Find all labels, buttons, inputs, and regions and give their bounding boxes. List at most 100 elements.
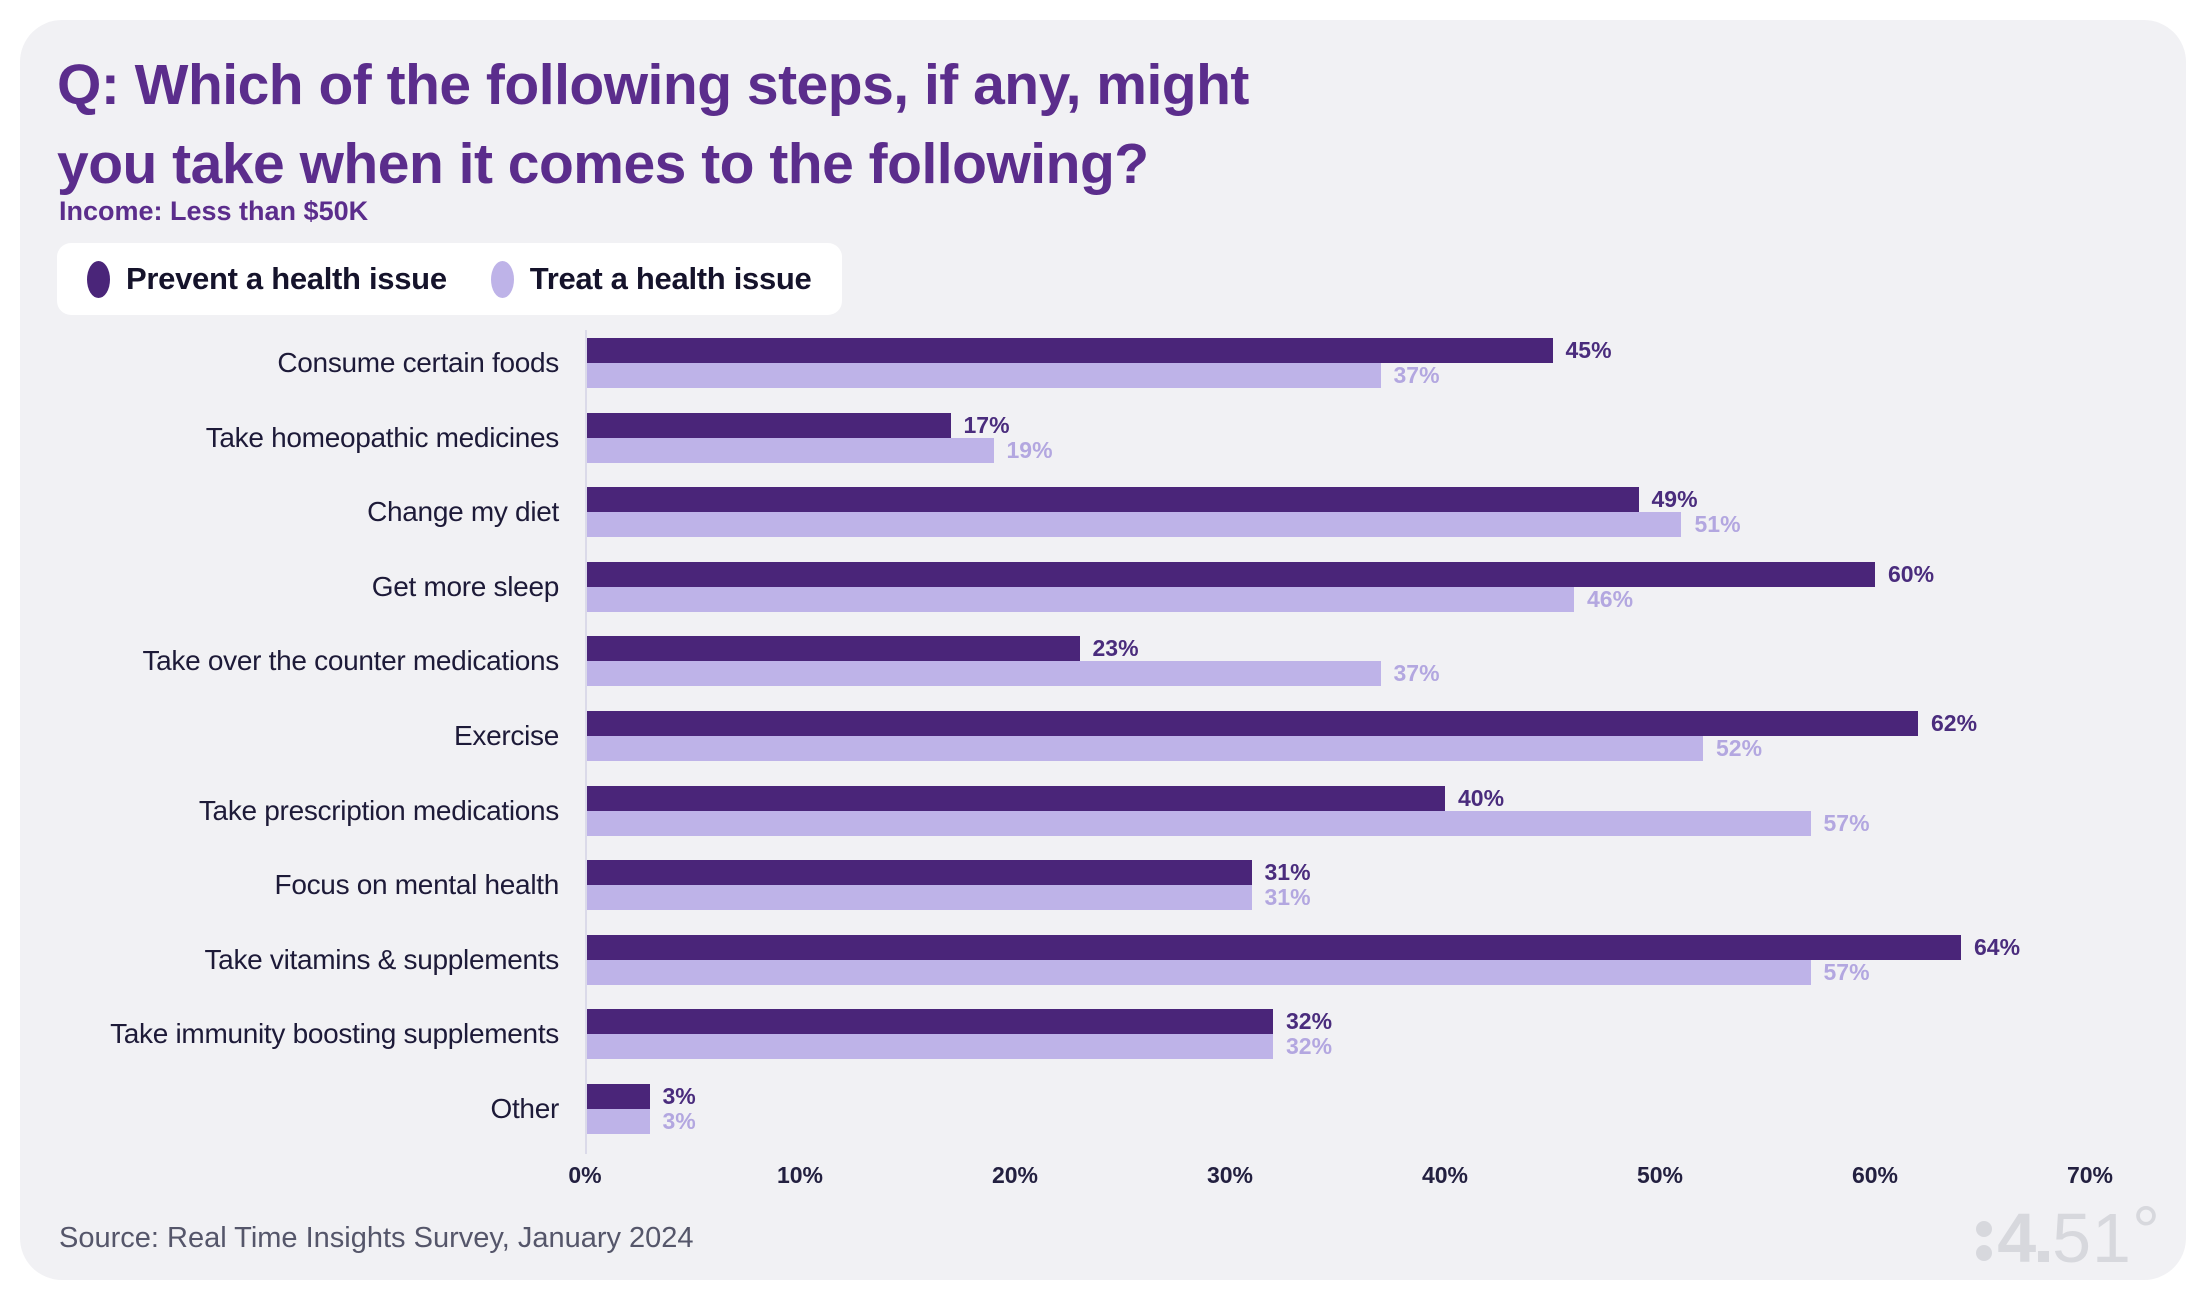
bar-line: 46% — [585, 585, 2090, 612]
value-label-prevent: 49% — [1651, 486, 1698, 513]
logo-eight-dots-icon — [1976, 1221, 1993, 1261]
value-label-treat: 46% — [1587, 585, 1634, 612]
chart-subtitle: Income: Less than $50K — [59, 196, 369, 226]
legend-swatch-prevent-icon — [87, 260, 110, 298]
bar-row: Focus on mental health 31% 31% — [20, 860, 2186, 911]
bar-row: Take homeopathic medicines 17% 19% — [20, 411, 2186, 463]
value-label-treat: 37% — [1393, 660, 1440, 687]
value-label-prevent: 62% — [1931, 709, 1978, 736]
value-label-prevent: 60% — [1888, 560, 1935, 587]
value-label-treat: 37% — [1393, 362, 1440, 388]
bar-row: Take immunity boosting supplements 32% 32% — [20, 1008, 2186, 1060]
x-tick-label: 60% — [1851, 1162, 1899, 1188]
bar-group: 45% 37% — [585, 338, 2090, 388]
bar-group: 60% 46% — [585, 560, 2090, 612]
bar-row: Change my diet 49% 51% — [20, 486, 2186, 538]
brand-logo-8451: 4 51 ° — [1976, 1196, 2160, 1277]
bar-line: 57% — [585, 809, 2090, 836]
bar-prevent — [585, 561, 1875, 587]
bar-line: 3% — [585, 1107, 2090, 1134]
value-label-treat: 57% — [1823, 809, 1870, 836]
logo-degree-symbol: ° — [2132, 1192, 2160, 1270]
bar-group: 3% 3% — [585, 1083, 2090, 1134]
category-label: Take prescription medications — [198, 794, 559, 826]
bar-row: Exercise 62% 52% — [20, 709, 2186, 761]
category-label: Take homeopathic medicines — [205, 421, 560, 453]
bar-line: 37% — [585, 660, 2090, 687]
bar-treat — [585, 735, 1703, 761]
bar-row: Consume certain foods 45% 37% — [20, 338, 2186, 388]
bar-prevent — [585, 412, 951, 438]
legend-label: Prevent a health issue — [126, 261, 447, 296]
bar-prevent — [585, 487, 1639, 513]
category-label: Take vitamins & supplements — [204, 943, 559, 975]
bar-group: 31% 31% — [585, 860, 2090, 911]
bar-line: 62% — [585, 709, 2090, 736]
value-label-prevent: 64% — [1974, 933, 2021, 960]
category-label: Change my diet — [367, 496, 559, 528]
bar-prevent — [585, 636, 1080, 662]
chart-title-line-2: you take when it comes to the following? — [57, 132, 1149, 196]
value-label-prevent: 23% — [1092, 635, 1139, 662]
x-tick-label: 70% — [2066, 1162, 2114, 1188]
bar-line: 51% — [585, 511, 2090, 538]
bar-prevent — [585, 860, 1252, 886]
bar-line: 45% — [585, 338, 2090, 363]
bar-group: 17% 19% — [585, 411, 2090, 463]
legend-item-prevent: Prevent a health issue — [87, 260, 447, 298]
chart-title-line-1: Q: Which of the following steps, if any,… — [57, 53, 1249, 117]
bar-group: 49% 51% — [585, 486, 2090, 538]
logo-digit-four: 4 — [1997, 1199, 2037, 1277]
bar-treat — [585, 810, 1811, 836]
category-label: Other — [490, 1092, 559, 1124]
bar-row: Take prescription medications 40% 57% — [20, 785, 2186, 836]
value-label-treat: 51% — [1694, 511, 1741, 538]
bar-group: 62% 52% — [585, 709, 2090, 761]
value-label-prevent: 17% — [963, 411, 1010, 438]
bar-treat — [585, 1034, 1273, 1060]
source-note: Source: Real Time Insights Survey, Janua… — [59, 1222, 694, 1254]
bar-line: 60% — [585, 560, 2090, 587]
y-axis-line — [585, 330, 587, 1154]
bar-treat — [585, 512, 1682, 538]
category-label: Focus on mental health — [274, 869, 560, 901]
bar-line: 52% — [585, 734, 2090, 761]
bar-line: 37% — [585, 363, 2090, 388]
bar-line: 31% — [585, 884, 2090, 911]
bar-line: 23% — [585, 635, 2090, 662]
bar-group: 64% 57% — [585, 933, 2090, 985]
bar-prevent — [585, 1009, 1273, 1035]
bar-line: 49% — [585, 486, 2090, 513]
category-label: Exercise — [454, 719, 559, 751]
value-label-treat: 52% — [1716, 734, 1763, 761]
value-label-treat: 3% — [662, 1107, 696, 1134]
bar-row: Take over the counter medications 23% 37% — [20, 635, 2186, 687]
category-label: Get more sleep — [371, 570, 560, 602]
bar-treat — [585, 661, 1381, 687]
bar-treat — [585, 885, 1252, 911]
value-label-prevent: 32% — [1286, 1008, 1333, 1035]
x-tick-label: 30% — [1206, 1162, 1254, 1188]
bar-group: 23% 37% — [585, 635, 2090, 687]
bar-treat — [585, 586, 1574, 612]
bar-line: 64% — [585, 933, 2090, 960]
legend: Prevent a health issue Treat a health is… — [57, 243, 842, 315]
value-label-treat: 31% — [1264, 884, 1311, 911]
bar-line: 32% — [585, 1008, 2090, 1035]
bar-prevent — [585, 338, 1553, 363]
bar-prevent — [585, 1083, 650, 1109]
bar-line: 57% — [585, 959, 2090, 985]
bar-treat — [585, 363, 1381, 388]
bar-line: 40% — [585, 785, 2090, 811]
x-tick-label: 40% — [1421, 1162, 1469, 1188]
bar-prevent — [585, 710, 1918, 736]
bar-line: 19% — [585, 437, 2090, 463]
bar-line: 3% — [585, 1083, 2090, 1109]
bar-treat — [585, 437, 994, 463]
bar-row: Get more sleep 60% 46% — [20, 560, 2186, 612]
bar-rows: Consume certain foods 45% 37% Take homeopat… — [20, 338, 2186, 1134]
logo-digits-51: 51 — [2052, 1199, 2132, 1277]
category-label: Consume certain foods — [277, 347, 559, 378]
bar-treat — [585, 1108, 650, 1134]
